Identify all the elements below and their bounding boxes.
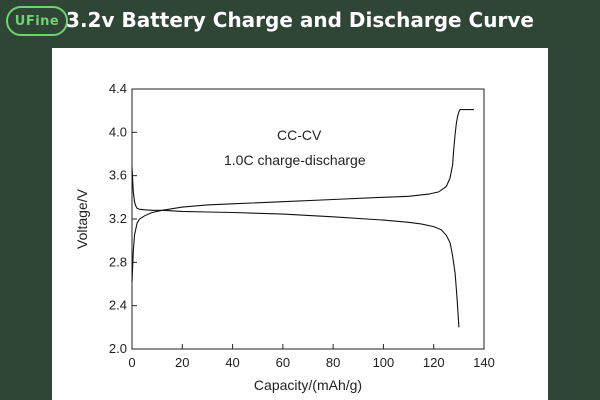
chart-card: 2.0 2.4 2.8 3.2 3.6 4.0 4.4 0 20 40 60 80 100 120 140… <box>52 48 548 400</box>
x-axis-ticks: 0 20 40 60 80 100 120 140 <box>128 344 495 370</box>
x-tick-label: 40 <box>225 355 239 370</box>
y-tick-label: 3.2 <box>109 211 127 226</box>
discharge-curve-line <box>131 166 460 328</box>
x-tick-label: 20 <box>175 355 189 370</box>
y-tick-label: 2.0 <box>109 341 127 356</box>
x-tick-label: 100 <box>373 355 395 370</box>
logo-text: UFine <box>14 13 60 29</box>
x-tick-label: 60 <box>276 355 290 370</box>
x-tick-label: 120 <box>423 355 445 370</box>
y-axis-ticks: 2.0 2.4 2.8 3.2 3.6 4.0 4.4 <box>109 81 137 356</box>
x-tick-label: 80 <box>326 355 340 370</box>
y-tick-label: 2.8 <box>109 254 127 269</box>
x-axis-label: Capacity/(mAh/g) <box>254 377 362 393</box>
annotation-charge-discharge-rate: 1.0C charge-discharge <box>224 152 366 168</box>
x-tick-label: 140 <box>473 355 495 370</box>
charge-curve-line <box>131 109 474 282</box>
ufine-logo: UFine <box>6 6 68 36</box>
y-tick-label: 2.4 <box>109 298 127 313</box>
y-axis-label: Voltage/V <box>74 188 90 249</box>
series-lines <box>131 109 474 328</box>
y-tick-label: 4.4 <box>109 81 127 96</box>
banner-title: 3.2v Battery Charge and Discharge Curve <box>66 8 534 32</box>
charge-discharge-chart: 2.0 2.4 2.8 3.2 3.6 4.0 4.4 0 20 40 60 80 100 120 140… <box>74 81 495 393</box>
annotation-cc-cv: CC-CV <box>277 127 322 143</box>
y-tick-label: 4.0 <box>109 124 127 139</box>
x-tick-label: 0 <box>128 355 135 370</box>
y-tick-label: 3.6 <box>109 168 127 183</box>
